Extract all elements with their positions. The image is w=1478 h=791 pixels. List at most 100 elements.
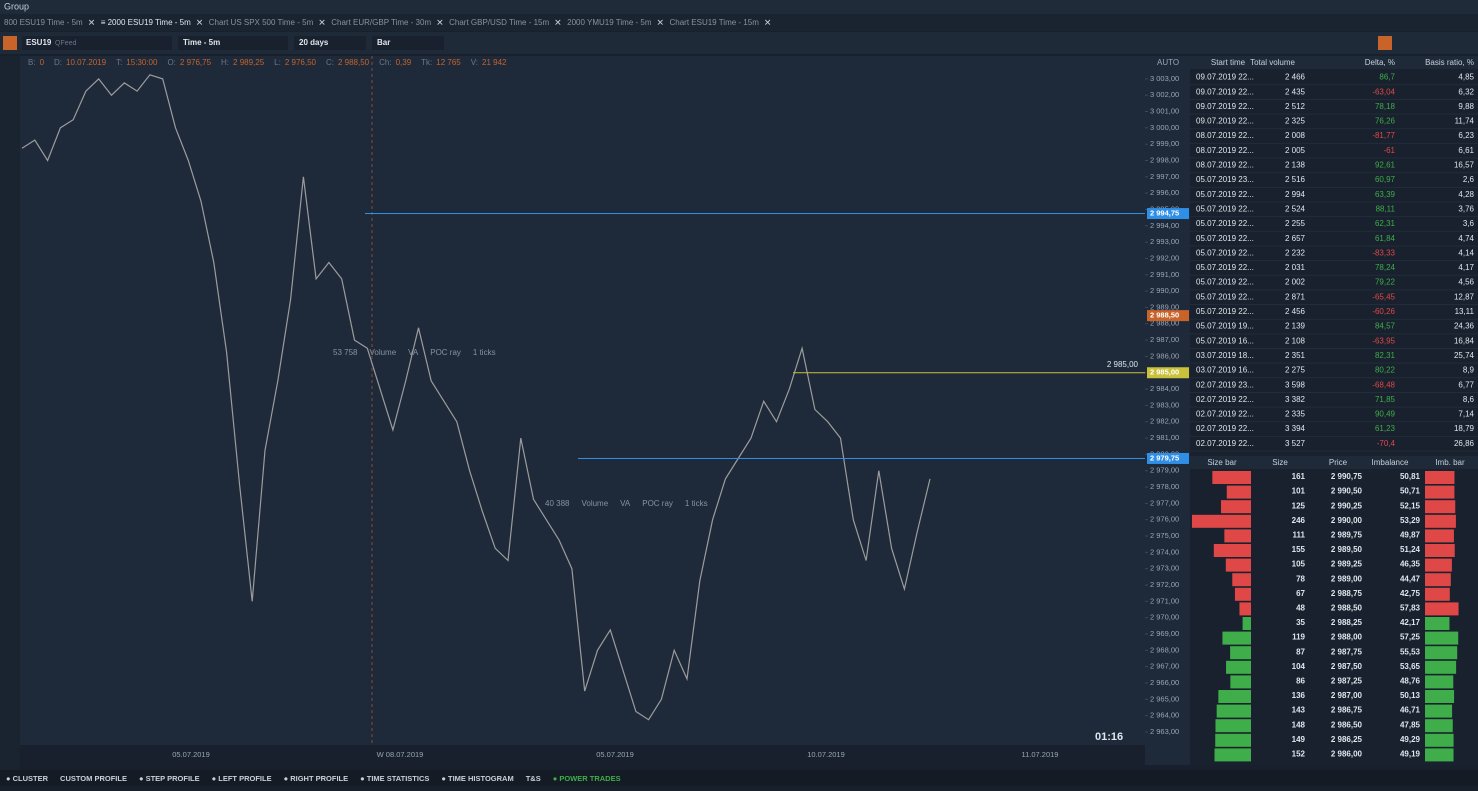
ohlc-label: D: xyxy=(54,58,62,67)
size-bar xyxy=(1226,485,1251,499)
bottom-tab[interactable]: ● STEP PROFILE xyxy=(139,774,200,783)
imbalance: 47,85 xyxy=(1400,720,1421,729)
imbalance: 50,81 xyxy=(1400,472,1421,481)
y-tick-label: 2 969,00 xyxy=(1150,629,1179,638)
bottom-tab[interactable]: ● RIGHT PROFILE xyxy=(284,774,349,783)
imbalance-bar xyxy=(1425,471,1455,484)
bottom-tab[interactable]: ● CLUSTER xyxy=(6,774,49,783)
size-bar xyxy=(1224,529,1251,543)
price: 2 988,25 xyxy=(1331,618,1363,627)
cell: 03.07.2019 18... xyxy=(1196,351,1254,360)
y-tick-label: 2 982,00 xyxy=(1150,417,1179,426)
cell: 05.07.2019 22... xyxy=(1196,263,1254,272)
cell: 09.07.2019 22... xyxy=(1196,117,1254,126)
cell: 26,86 xyxy=(1454,439,1475,448)
toolbar-button[interactable] xyxy=(1378,36,1392,50)
y-tick-label: 2 981,00 xyxy=(1150,433,1179,442)
y-tick-label: 2 991,00 xyxy=(1150,270,1179,279)
cell: 12,87 xyxy=(1454,292,1475,301)
cell: 4,56 xyxy=(1458,278,1474,287)
tab-close: ✕ xyxy=(554,17,562,27)
cell: 02.07.2019 23... xyxy=(1196,380,1254,389)
symbol-box[interactable] xyxy=(22,36,172,50)
y-tick-label: 3 000,00 xyxy=(1150,123,1179,132)
cell: 6,32 xyxy=(1458,87,1474,96)
cell: 8,6 xyxy=(1463,395,1475,404)
tab-close: ✕ xyxy=(196,17,204,27)
size: 67 xyxy=(1296,589,1305,598)
tab[interactable]: 800 ESU19 Time - 5m xyxy=(4,18,83,27)
cell: 2 512 xyxy=(1285,102,1306,111)
ohlc-value: 21 942 xyxy=(482,58,507,67)
cell: 9,88 xyxy=(1458,102,1474,111)
y-tick-label: 2 972,00 xyxy=(1150,580,1179,589)
tab[interactable]: Chart US SPX 500 Time - 5m xyxy=(209,18,314,27)
bottom-tab[interactable]: ● LEFT PROFILE xyxy=(212,774,272,783)
price: 2 986,50 xyxy=(1331,720,1363,729)
price: 2 987,00 xyxy=(1331,691,1363,700)
bottom-tab[interactable]: ● POWER TRADES xyxy=(553,774,621,783)
cell: 2 994 xyxy=(1285,190,1306,199)
y-tick-label: 2 967,00 xyxy=(1150,662,1179,671)
tab[interactable]: Chart GBP/USD Time - 15m xyxy=(449,18,549,27)
size-bar xyxy=(1216,704,1251,718)
y-tick-label: 2 973,00 xyxy=(1150,564,1179,573)
bottom-tab[interactable]: T&S xyxy=(526,774,541,783)
period-box[interactable] xyxy=(294,36,366,50)
column-header: Size xyxy=(1272,458,1288,467)
price: 2 989,00 xyxy=(1331,574,1363,583)
cell: 82,31 xyxy=(1375,351,1396,360)
imbalance-bar xyxy=(1425,529,1454,543)
cell: 3,76 xyxy=(1458,204,1474,213)
cell: 09.07.2019 22... xyxy=(1196,102,1254,111)
overlay-label: POC ray xyxy=(642,499,673,508)
size: 105 xyxy=(1292,560,1306,569)
cell: 2 335 xyxy=(1285,410,1306,419)
cell: -83,33 xyxy=(1372,248,1395,257)
tab[interactable]: Chart ESU19 Time - 15m xyxy=(670,18,760,27)
cell: 02.07.2019 22... xyxy=(1196,395,1254,404)
cell: 05.07.2019 22... xyxy=(1196,219,1254,228)
tab[interactable]: Chart EUR/GBP Time - 30m xyxy=(331,18,431,27)
cell: 63,39 xyxy=(1375,190,1396,199)
size: 152 xyxy=(1292,750,1306,759)
price: 2 986,75 xyxy=(1331,706,1363,715)
imbalance: 50,13 xyxy=(1400,691,1421,700)
imbalance: 55,53 xyxy=(1400,647,1421,656)
chart-type-box[interactable] xyxy=(372,36,444,50)
cell: 2 325 xyxy=(1285,117,1306,126)
price-badge-label: 2 985,00 xyxy=(1150,368,1179,377)
cell: 02.07.2019 22... xyxy=(1196,424,1254,433)
cell: 2 108 xyxy=(1285,336,1306,345)
imbalance-bar xyxy=(1425,617,1450,630)
price: 2 990,50 xyxy=(1331,487,1363,496)
cell: -63,95 xyxy=(1372,336,1395,345)
imbalance: 46,35 xyxy=(1400,560,1421,569)
ohlc-value: 2 976,75 xyxy=(180,58,212,67)
tab[interactable]: 2000 YMU19 Time - 5m xyxy=(567,18,652,27)
bottom-tab[interactable]: ● TIME HISTOGRAM xyxy=(441,774,513,783)
imbalance: 49,29 xyxy=(1400,735,1421,744)
overlay-label: Volume xyxy=(581,499,608,508)
cell: -70,4 xyxy=(1377,439,1396,448)
cell: 2 255 xyxy=(1285,219,1306,228)
imbalance: 51,24 xyxy=(1400,545,1421,554)
column-header: Total volume xyxy=(1250,58,1295,67)
bottom-tab[interactable]: CUSTOM PROFILE xyxy=(60,774,127,783)
size-bar xyxy=(1239,602,1251,616)
tab[interactable]: ≡ 2000 ESU19 Time - 5m xyxy=(101,18,191,27)
imbalance-bar xyxy=(1425,558,1452,572)
cell: 80,22 xyxy=(1375,366,1396,375)
cell: 71,85 xyxy=(1375,395,1396,404)
imbalance-bar xyxy=(1425,573,1451,587)
panel-toggle[interactable] xyxy=(3,36,17,50)
size: 35 xyxy=(1296,618,1305,627)
timeframe-box[interactable] xyxy=(178,36,288,50)
ohlc-value: 10.07.2019 xyxy=(66,58,107,67)
y-tick-label: 2 971,00 xyxy=(1150,596,1179,605)
imbalance-bar xyxy=(1425,587,1450,601)
bottom-tab[interactable]: ● TIME STATISTICS xyxy=(360,774,429,783)
overlay-label: POC ray xyxy=(430,348,461,357)
ohlc-value: 0 xyxy=(40,58,45,67)
size: 86 xyxy=(1296,677,1305,686)
